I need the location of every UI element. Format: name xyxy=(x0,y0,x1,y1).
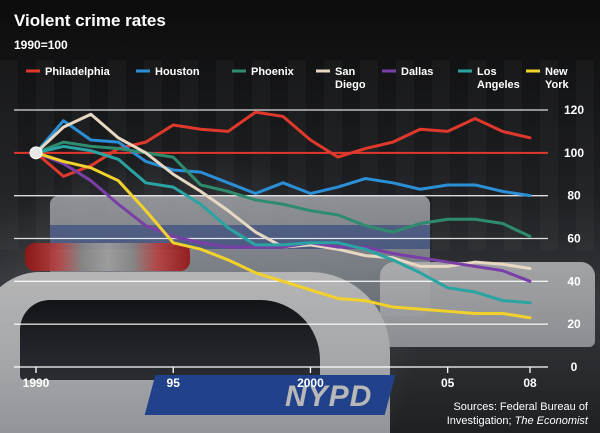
x-axis-ticks: 1990 95 2000 05 08 xyxy=(23,367,537,390)
legend-label: Houston xyxy=(155,66,200,78)
y-tick-label: 100 xyxy=(564,146,584,160)
x-tick-label: 08 xyxy=(523,376,537,390)
y-tick-label: 20 xyxy=(567,317,581,331)
x-tick-label: 2000 xyxy=(297,376,324,390)
background-car-lettering: NYPD xyxy=(285,380,372,414)
background-light-bar xyxy=(25,243,190,271)
background-police-car-right xyxy=(380,262,595,347)
legend: Philadelphia Houston Phoenix San Diego Dallas… xyxy=(26,66,570,91)
y-tick-label: 80 xyxy=(567,189,581,203)
y-tick-label: 0 xyxy=(571,360,578,374)
source-line-2: Investigation; The Economist xyxy=(447,415,589,427)
legend-label: New York xyxy=(545,66,570,91)
y-tick-label: 40 xyxy=(567,274,581,288)
x-tick-label: 1990 xyxy=(23,376,50,390)
series-line-los-angeles xyxy=(34,144,532,305)
series-line-houston xyxy=(34,119,532,198)
source-line-1: Sources: Federal Bureau of xyxy=(453,401,588,413)
legend-label: Phoenix xyxy=(251,66,295,78)
chart-subtitle: 1990=100 xyxy=(14,38,68,52)
x-tick-label: 95 xyxy=(167,376,181,390)
y-tick-label: 60 xyxy=(567,232,581,246)
baseline-point xyxy=(29,146,43,160)
baseline-marker xyxy=(29,146,43,160)
series-line-phoenix xyxy=(34,140,532,238)
series-lines xyxy=(34,110,532,320)
legend-label: Los Angeles xyxy=(477,66,520,91)
series-line-dallas xyxy=(34,151,532,283)
legend-label: San Diego xyxy=(335,66,366,91)
chart-title: Violent crime rates xyxy=(14,11,166,30)
legend-label: Dallas xyxy=(401,66,433,78)
y-axis-ticks: 0 20 40 60 80 100 120 xyxy=(564,103,584,374)
y-tick-label: 120 xyxy=(564,103,584,117)
x-tick-label: 05 xyxy=(441,376,455,390)
legend-label: Philadelphia xyxy=(45,66,111,78)
series-line-new-york xyxy=(34,151,532,320)
